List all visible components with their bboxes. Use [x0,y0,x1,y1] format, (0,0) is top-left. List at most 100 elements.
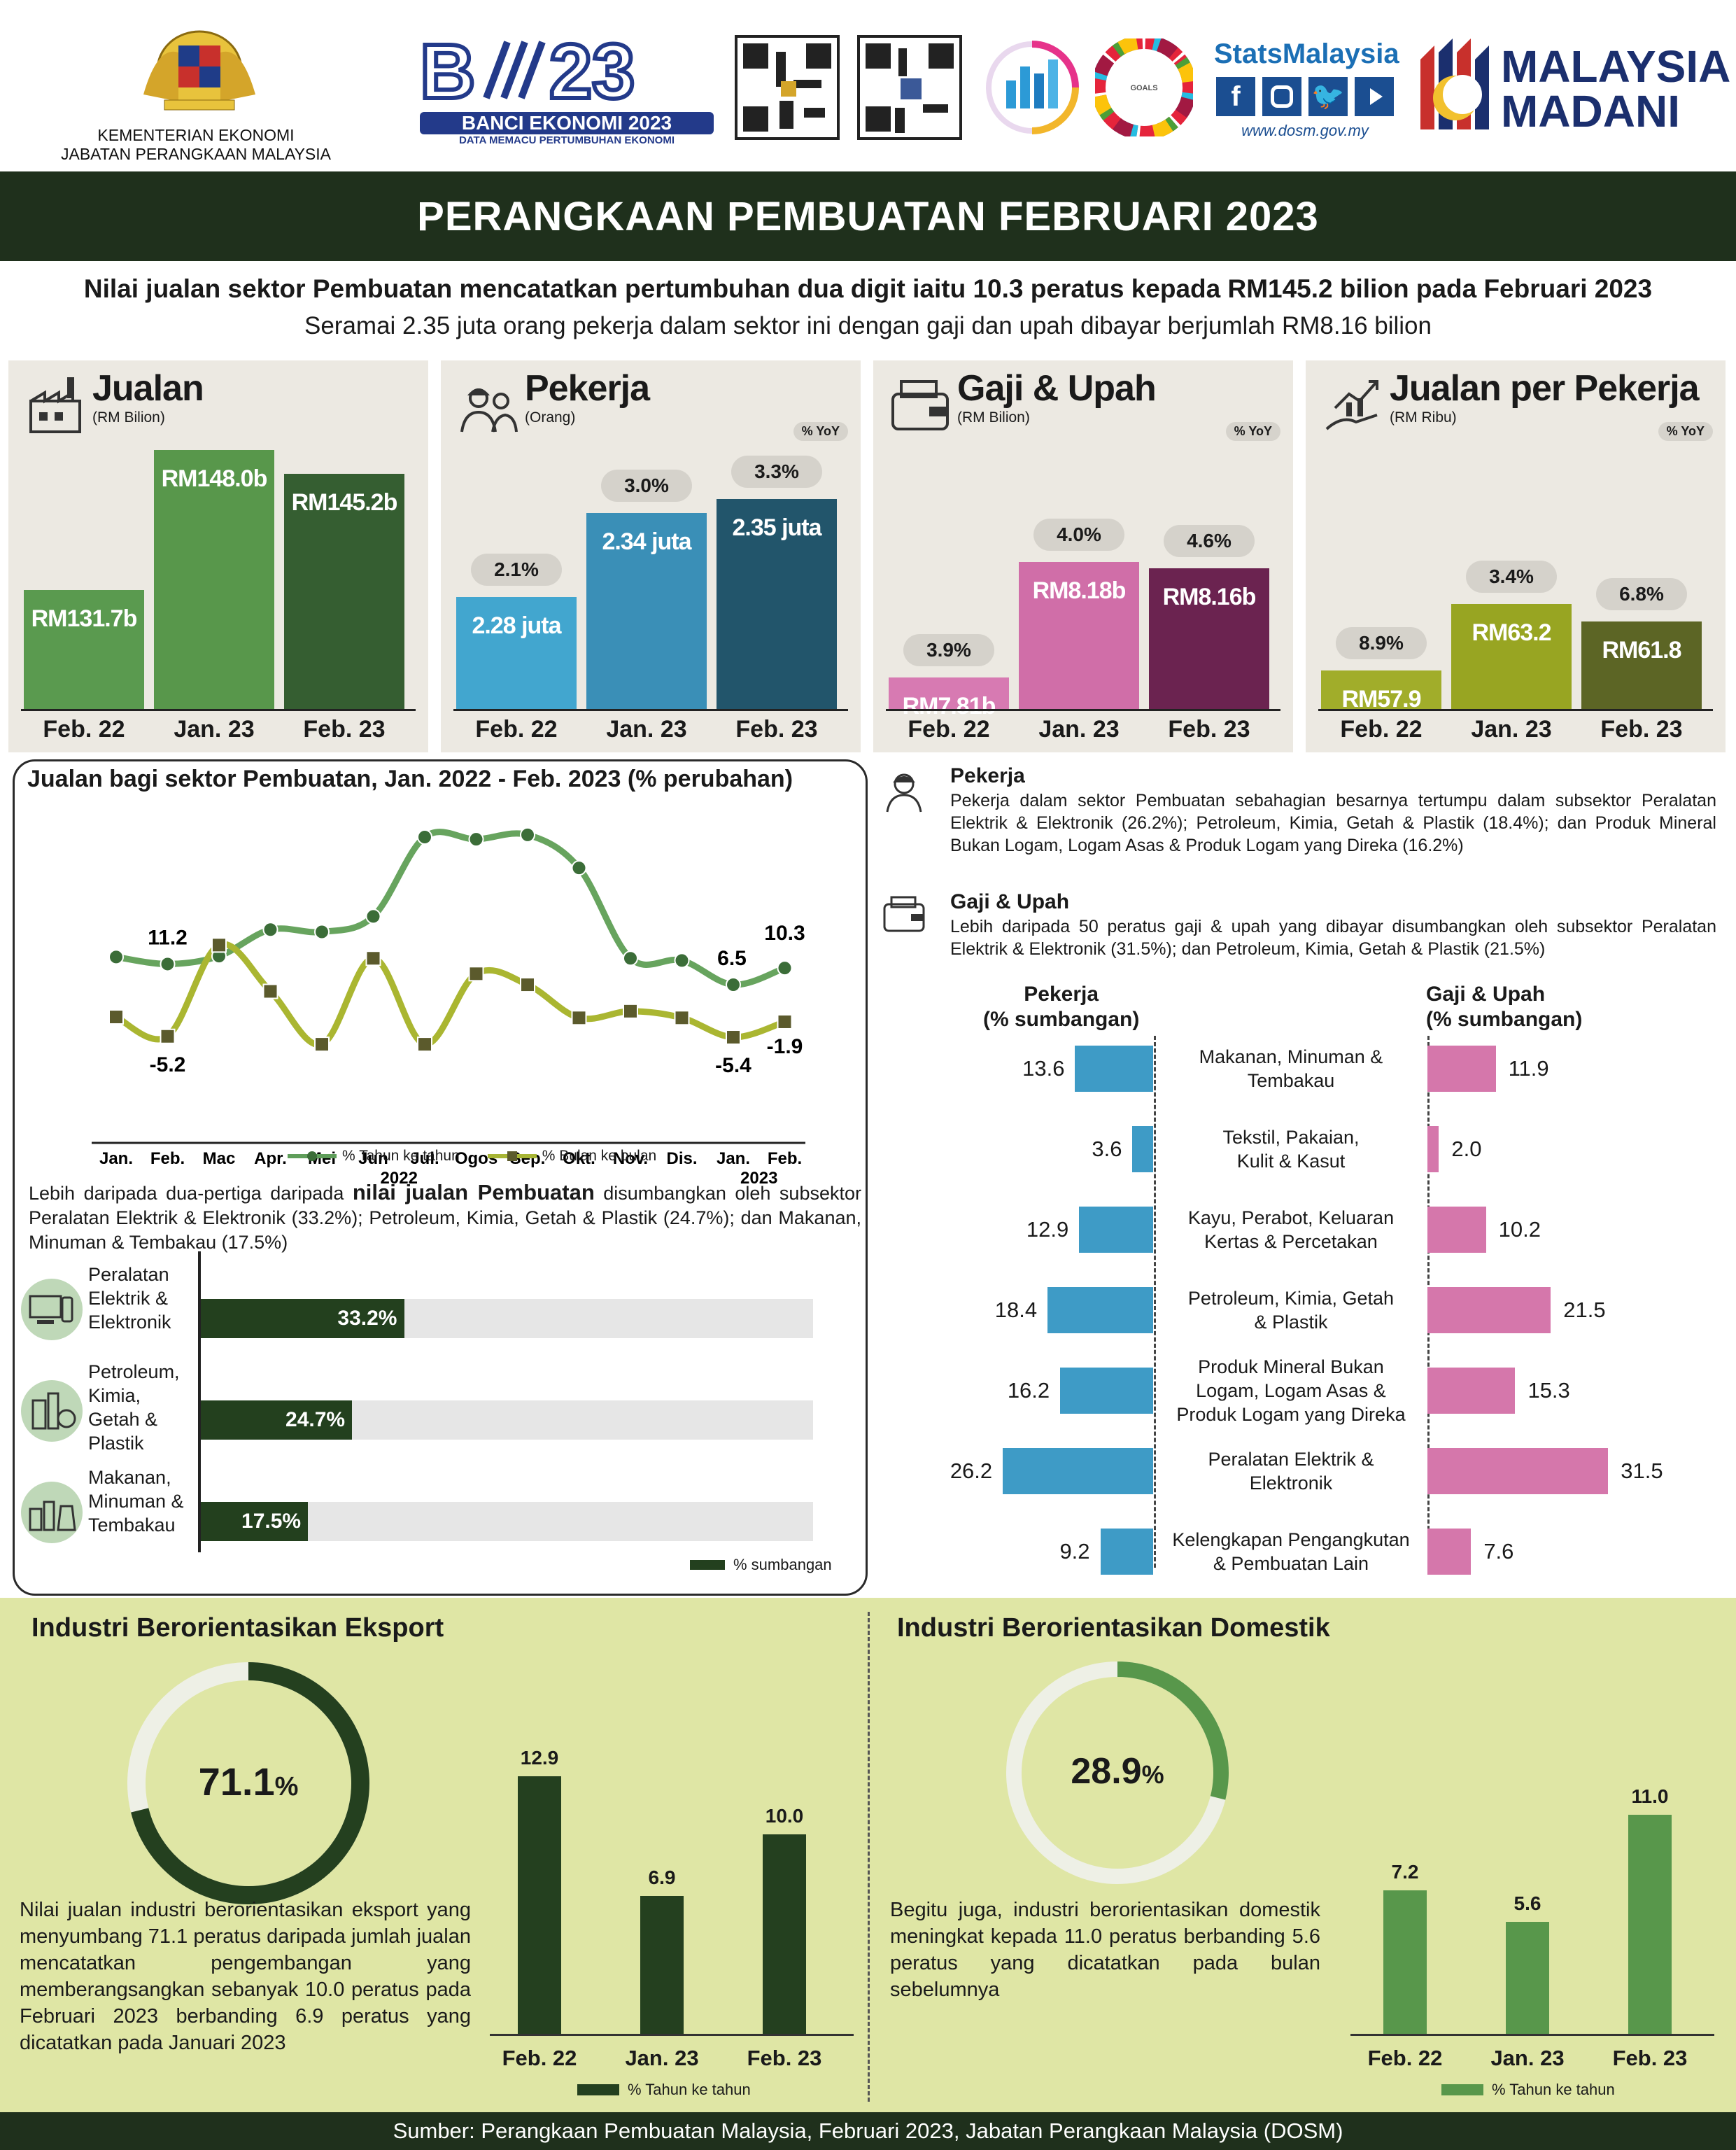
legend-yoy-swatch [288,1151,337,1161]
orientation-x-label: Jan. 23 [1490,2046,1565,2070]
stats-brand: StatsMalaysia [1214,38,1399,69]
mom-point [211,937,227,953]
workers-icon [456,373,519,436]
factory-icon [24,373,87,436]
export-axis [490,2034,854,2036]
header: KEMENTERIAN EKONOMI JABATAN PERANGKAAN M… [0,0,1736,171]
kpi-bar-label: RM8.18b [1032,577,1127,604]
kpi-x-label: Feb. 22 [1340,716,1423,743]
mom-label-feb23: -1.9 [767,1035,803,1058]
kpi-bar-label: RM8.16b [1162,583,1257,610]
kpi-x-label: Feb. 23 [303,716,386,743]
mom-point [468,966,484,982]
kpi-panel-2: Gaji & Upah (RM Bilion) % YoY RM7.81b 3.9% Fe… [873,360,1293,752]
yoy-point [314,924,330,940]
sdg-wheel-logo: GOALS [1095,38,1193,136]
kpi-bar-label: RM7.81b [902,693,996,719]
pekerja-heading: Pekerja [950,764,1025,787]
yoy-point [571,860,587,876]
kpi-bar-label: RM131.7b [31,605,138,632]
kpi-bar: 2.35 juta [717,499,837,709]
contribution-text-pre: Lebih daripada dua-pertiga daripada [29,1183,353,1204]
kpi-yoy-pill: 4.6% [1164,524,1255,557]
qr-code-2[interactable] [857,28,962,147]
gaji-value: 2.0 [1451,1137,1482,1161]
subsector-label: Tekstil, Pakaian, Kulit & Kasut [1222,1127,1360,1172]
kpi-title: Jualan [92,368,204,409]
kpi-axis [21,709,416,711]
line-x-tick: Jan. [717,1149,750,1168]
orientation-x-label: Feb. 23 [1612,2046,1688,2070]
contribution-value: 33.2% [337,1307,397,1330]
qr-code-1[interactable] [735,28,840,147]
kpi-unit: (RM Ribu) [1390,409,1457,426]
gaji-value: 7.6 [1483,1539,1514,1564]
gaji-bar [1427,1368,1516,1414]
year-label-2022: 2022 [381,1169,418,1188]
mom-label-jan23: -5.4 [715,1054,751,1077]
legend-swatch [1441,2084,1483,2095]
line-x-tick: Feb. [150,1149,185,1168]
pekerja-bar [1060,1368,1153,1414]
kpi-yoy-pill: 3.9% [903,634,994,666]
orientation-x-label: Jan. 23 [625,2046,699,2070]
banci-title: BANCI EKONOMI 2023 [420,112,714,134]
legend-mom: % Bulan ke bulan [487,1148,657,1165]
export-share-value: 71.1 [198,1759,275,1804]
contribution-label: Makanan, Minuman & Tembakau [88,1467,184,1536]
legend-label: % Tahun ke tahun [628,2081,751,2098]
wallet-icon [883,896,925,932]
gaji-bar [1427,1207,1486,1253]
line-x-tick: Apr. [254,1149,287,1168]
orientation-bar [518,1776,561,2034]
kpi-bar: 2.28 juta [456,597,577,709]
kpi-x-label: Feb. 23 [1600,716,1683,743]
malaysia-madani-logo: MALAYSIA MADANI [1413,31,1730,143]
stats-url[interactable]: www.dosm.gov.my [1241,122,1369,139]
legend-swatch [690,1560,725,1570]
kpi-bar: 2.34 juta [586,513,707,709]
gaji-heading: Gaji & Upah [950,890,1070,913]
petrochemical-icon [20,1379,83,1442]
kpi-bar: RM61.8 [1581,621,1702,709]
legend-swatch [577,2084,619,2095]
wallet-icon [889,373,952,436]
banci-ekonomi-logo: B 23 BANCI EKONOMI 2023 DATA MEMACU PERT… [418,27,714,146]
youtube-icon[interactable] [1355,77,1394,116]
kpi-yoy-pill: 4.0% [1033,519,1124,551]
line-x-tick: Dis. [666,1149,697,1168]
pekerja-bar [1132,1126,1153,1172]
domestic-share-pct: % [1141,1760,1164,1789]
export-donut-arc [127,1662,369,1904]
kpi-bar-label: RM145.2b [291,489,398,517]
svg-text:B: B [420,31,475,108]
kpi-x-label: Feb. 22 [908,716,990,743]
subsector-label: Kelengkapan Pengangkutan & Pembuatan Lai… [1172,1529,1410,1574]
twitter-icon[interactable]: 🐦 [1308,77,1348,116]
domestic-axis [1350,2034,1714,2036]
kpi-bar-label: 2.34 juta [602,528,691,555]
instagram-icon[interactable] [1262,77,1301,116]
kpi-yoy-pill: 6.8% [1596,578,1687,611]
source-text: Sumber: Perangkaan Pembuatan Malaysia, F… [393,2119,1343,2143]
legend-mom-label: % Bulan ke bulan [542,1148,657,1164]
pekerja-value: 3.6 [1092,1137,1122,1161]
orientation-bar-label: 10.0 [765,1805,804,1827]
divider-left [1154,1036,1156,1568]
pekerja-paragraph: Pekerja dalam sektor Pembuatan sebahagia… [950,791,1716,855]
yoy-point [520,827,535,843]
yoy-point [726,977,741,993]
contribution-value: 17.5% [241,1510,302,1533]
gaji-value: 21.5 [1563,1298,1606,1322]
facebook-icon[interactable]: f [1216,77,1255,116]
pekerja-value: 9.2 [1059,1539,1090,1564]
hbar-axis [198,1251,201,1552]
kpi-yoy-pill: 3.4% [1466,561,1557,593]
orientation-bar-label: 6.9 [648,1867,676,1889]
subsector-label: Kayu, Perabot, Keluaran Kertas & Perceta… [1187,1207,1395,1252]
b23-icon: B 23 [418,27,637,117]
kpi-bar: RM8.18b [1019,562,1139,709]
pekerja-bar [1075,1046,1153,1092]
gaji-value: 10.2 [1498,1217,1541,1242]
stats-malaysia-logo: StatsMalaysia f 🐦 www.dosm.gov.my [1214,38,1399,140]
